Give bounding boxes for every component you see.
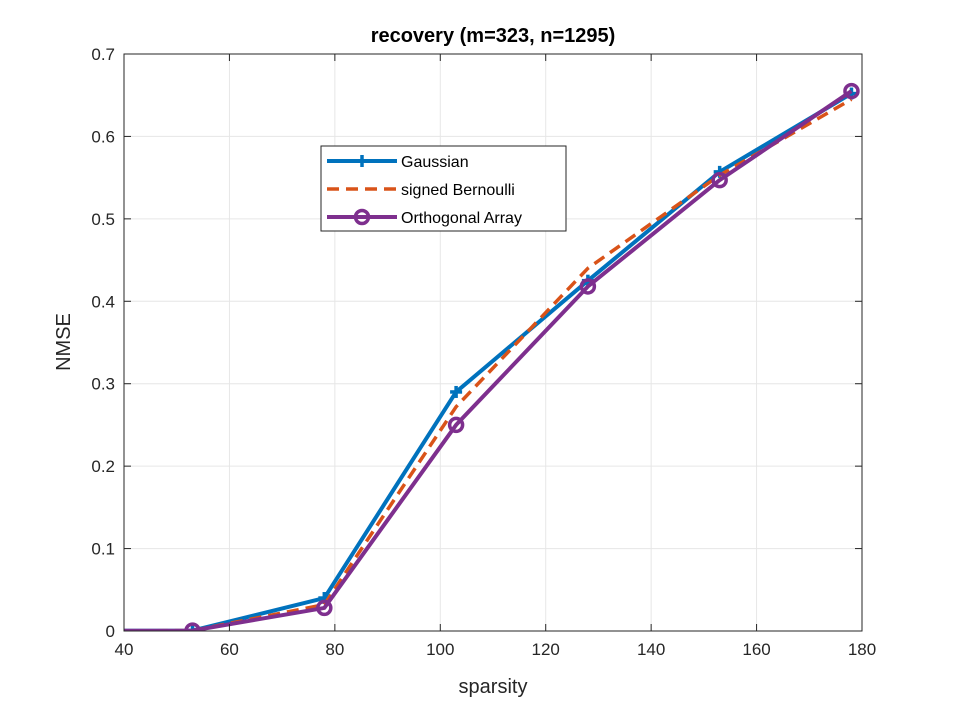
y-tick-label: 0 [106, 622, 115, 641]
x-tick-label: 40 [115, 640, 134, 659]
circle-marker [316, 599, 333, 617]
legend: Gaussian signed Bernoulli Orthogonal Array [320, 145, 567, 232]
circle-marker [447, 416, 465, 434]
x-tick-label: 80 [325, 640, 344, 659]
y-tick-label: 0.5 [91, 210, 115, 229]
y-tick-label: 0.2 [91, 457, 115, 476]
x-tick-label: 100 [426, 640, 454, 659]
y-tick-label: 0.4 [91, 292, 115, 311]
plot-area [124, 54, 862, 631]
x-tick-label: 160 [742, 640, 770, 659]
y-axis-label: NMSE [53, 313, 75, 371]
x-tick-label: 180 [848, 640, 876, 659]
legend-label-0: Gaussian [401, 154, 469, 171]
x-axis-label: sparsity [459, 676, 528, 698]
y-tick-label: 0.1 [91, 540, 115, 559]
x-tick-label: 60 [220, 640, 239, 659]
y-tick-label: 0.3 [91, 375, 115, 394]
legend-label-2: Orthogonal Array [401, 210, 522, 227]
y-tick-label: 0.6 [91, 127, 115, 146]
y-tick-label: 0.7 [91, 45, 115, 64]
circle-marker [353, 208, 371, 226]
circle-marker [843, 82, 860, 100]
legend-label-1: signed Bernoulli [401, 182, 515, 199]
ticks: 40 60 80 100 120 140 160 180 0 0.1 0.2 0.3 0.4 0.5 0.6… [91, 45, 876, 659]
circle-marker [579, 278, 597, 295]
circle-marker [711, 171, 728, 189]
x-tick-label: 140 [637, 640, 665, 659]
x-tick-label: 120 [532, 640, 560, 659]
chart-title: recovery (m=323, n=1295) [371, 25, 616, 47]
plot-frame [123, 53, 863, 632]
